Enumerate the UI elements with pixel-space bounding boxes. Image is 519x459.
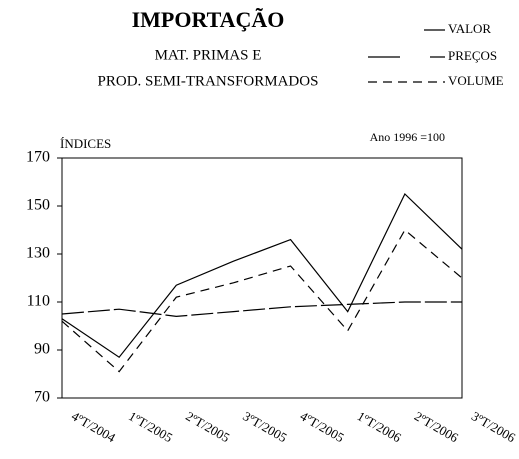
x-tick-label: 1ºT/2006 [355,408,405,445]
y-tick-label: 130 [26,245,50,262]
x-tick-label: 2ºT/2005 [183,408,232,445]
series-line [61,192,463,359]
x-tick-label: 3ºT/2005 [240,408,289,445]
x-tick-label: 1ºT/2005 [126,408,175,445]
y-tick-label: 70 [34,389,50,406]
y-tick-label: 110 [27,293,50,310]
y-tick-label: 150 [26,197,50,214]
legend-label: PREÇOS [448,48,497,63]
chart-title: IMPORTAÇÃO [132,7,285,32]
x-tick-label: 2ºT/2006 [412,408,462,445]
chart-subtitle: MAT. PRIMAS E [155,47,262,63]
plot-frame [61,157,463,399]
y-tick-label: 170 [26,149,50,166]
series-line [61,301,462,318]
x-tick-label: 3ºT/2006 [469,408,519,445]
y-axis-label: ÍNDICES [60,136,111,151]
annotation: Ano 1996 =100 [370,130,445,144]
x-tick-label: 4ºT/2004 [69,408,119,445]
y-tick-label: 90 [34,341,50,358]
series-line [61,229,463,373]
legend-label: VALOR [448,21,491,36]
x-tick-label: 4ºT/2005 [298,408,347,445]
chart-subtitle: PROD. SEMI-TRANSFORMADOS [98,73,319,89]
legend-label: VOLUME [448,73,504,88]
